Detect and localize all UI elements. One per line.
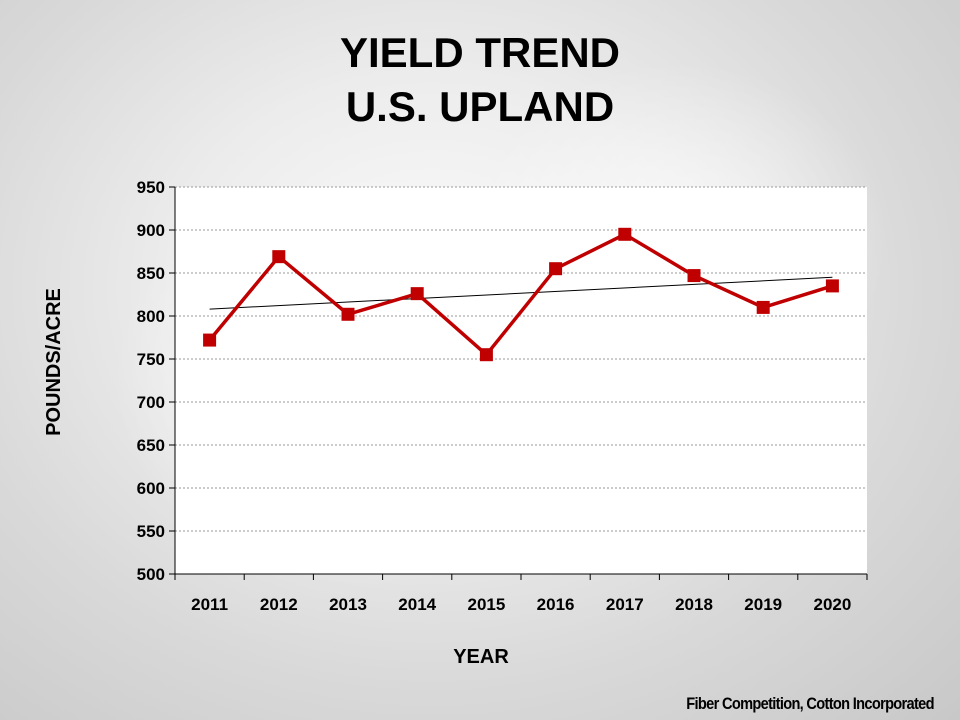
x-tick-label: 2020 xyxy=(813,595,851,614)
axes xyxy=(169,186,868,580)
x-tick-label: 2016 xyxy=(537,595,575,614)
y-tick-label: 750 xyxy=(137,350,165,369)
data-point-marker xyxy=(549,262,563,276)
data-point-marker xyxy=(479,348,493,362)
y-tick-label: 950 xyxy=(137,178,165,197)
x-tick-label: 2011 xyxy=(191,595,228,614)
y-tick-label: 650 xyxy=(137,436,165,455)
data-point-marker xyxy=(825,279,839,293)
y-tick-label: 900 xyxy=(137,221,165,240)
data-point-marker xyxy=(756,300,770,314)
plot-area xyxy=(175,187,867,574)
y-tick-label: 600 xyxy=(137,479,165,498)
chart-title-line-1: YIELD TREND xyxy=(339,29,620,76)
data-point-marker xyxy=(272,250,286,264)
x-axis-label: YEAR xyxy=(453,646,509,668)
x-tick-label: 2012 xyxy=(260,595,298,614)
data-point-marker xyxy=(410,287,424,301)
data-point-marker xyxy=(341,307,355,321)
data-point-marker xyxy=(618,227,632,241)
data-point-marker xyxy=(687,269,701,283)
x-tick-label: 2019 xyxy=(744,595,782,614)
trendline-layer xyxy=(209,276,833,310)
x-tick-label: 2017 xyxy=(606,595,644,614)
data-point-marker xyxy=(203,333,217,347)
chart-title: YIELD TREND U.S. UPLAND xyxy=(0,26,960,134)
x-tick-label: 2013 xyxy=(329,595,367,614)
footer-credit: Fiber Competition, Cotton Incorporated xyxy=(686,694,934,713)
y-tick-labels: 500 550 600 650 700 750 800 850 900 950 xyxy=(137,178,165,584)
y-tick-label: 500 xyxy=(137,565,165,584)
x-tick-labels: 2011 2012 2013 2014 2015 2016 2017 2018 2019 2020 xyxy=(191,595,851,614)
chart-title-line-2: U.S. UPLAND xyxy=(345,83,615,130)
y-tick-label: 850 xyxy=(137,264,165,283)
gridlines xyxy=(175,186,867,532)
series-layer xyxy=(203,227,839,362)
x-tick-label: 2018 xyxy=(675,595,713,614)
x-tick-label: 2014 xyxy=(398,595,436,614)
trendline xyxy=(209,276,833,310)
x-tick-label: 2015 xyxy=(467,595,505,614)
y-axis-label: POUNDS/ACRE xyxy=(43,288,65,436)
y-tick-label: 550 xyxy=(137,522,165,541)
series-line xyxy=(208,232,833,357)
y-tick-label: 800 xyxy=(137,307,165,326)
y-tick-label: 700 xyxy=(137,393,165,412)
